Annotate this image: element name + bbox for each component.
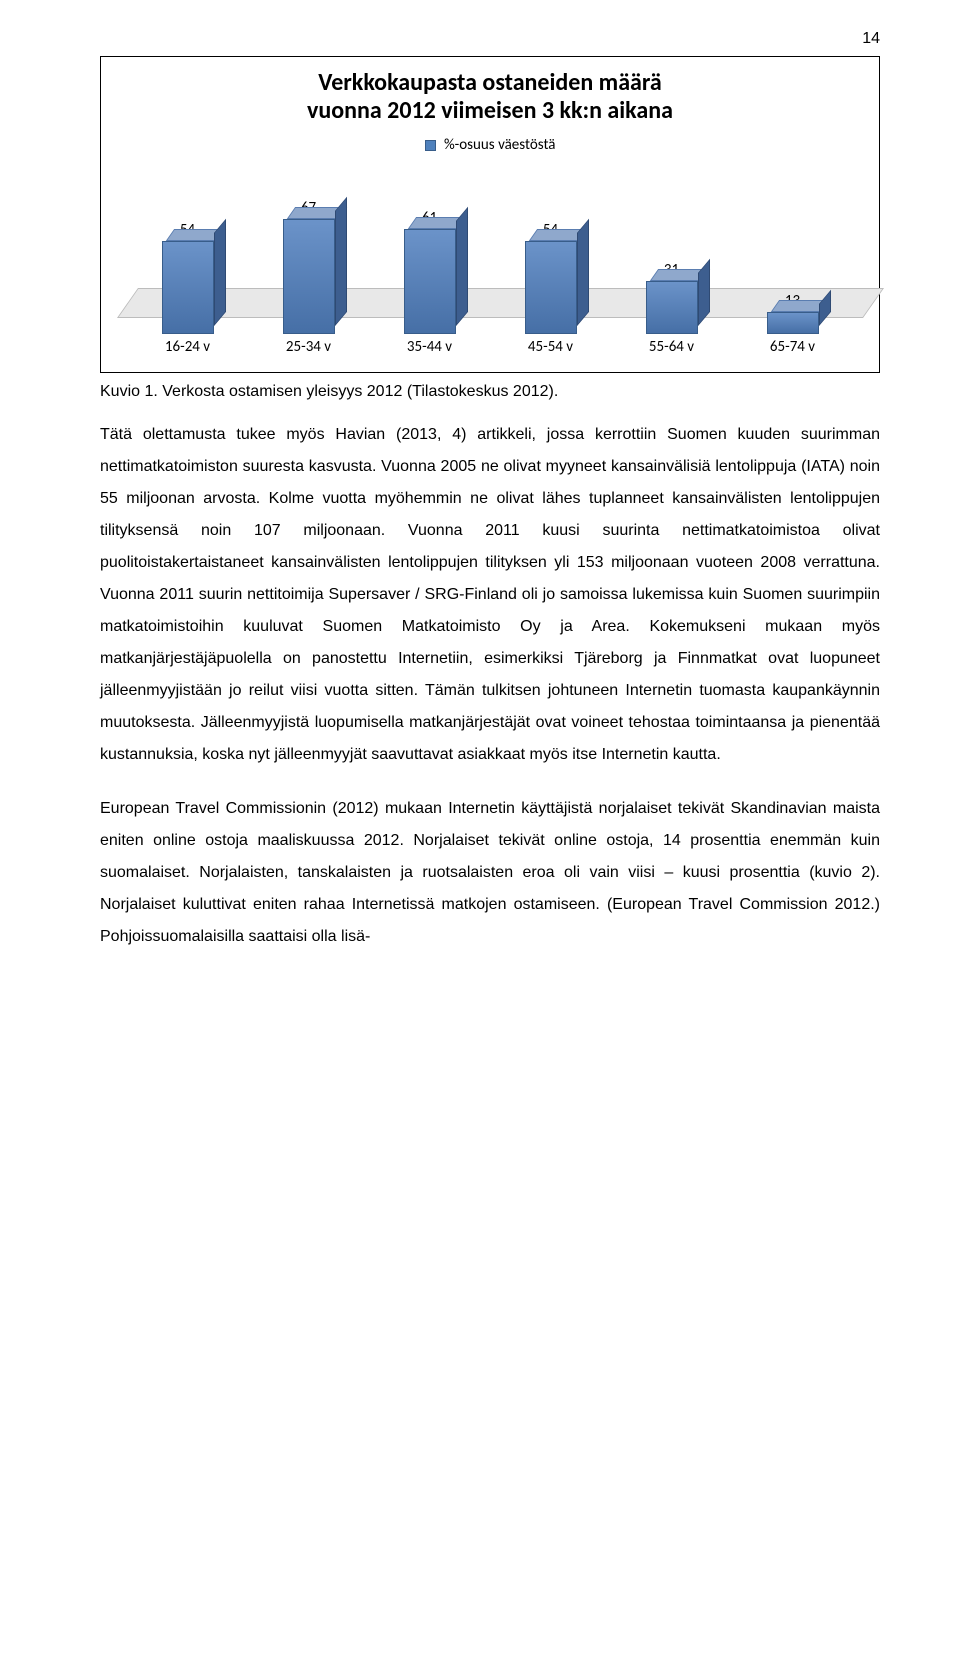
bar-front-icon xyxy=(283,219,335,334)
chart-legend: %-osuus väestöstä xyxy=(117,136,863,154)
page-number: 14 xyxy=(100,30,880,48)
bar-slot-4: 31 xyxy=(621,261,723,334)
bar-1 xyxy=(283,219,335,334)
chart-plot-area: 54 67 61 54 xyxy=(117,164,863,334)
paragraph-2: European Travel Commissionin (2012) muka… xyxy=(100,793,880,953)
bar-side-icon xyxy=(335,197,347,326)
chart-title-line2: vuonna 2012 viimeisen 3 kk:n aikana xyxy=(307,96,673,125)
chart-title: Verkkokaupasta ostaneiden määrä vuonna 2… xyxy=(117,69,863,124)
bar-slot-3: 54 xyxy=(500,221,602,334)
x-tick-5: 65-74 v xyxy=(742,338,844,356)
paragraph-1: Tätä olettamusta tukee myös Havian (2013… xyxy=(100,419,880,771)
bar-3 xyxy=(525,241,577,334)
bar-slot-1: 67 xyxy=(258,199,360,334)
chart-title-line1: Verkkokaupasta ostaneiden määrä xyxy=(318,68,662,97)
legend-label: %-osuus väestöstä xyxy=(444,136,556,154)
x-tick-4: 55-64 v xyxy=(621,338,723,356)
x-tick-1: 25-34 v xyxy=(258,338,360,356)
x-tick-0: 16-24 v xyxy=(137,338,239,356)
chart-container: Verkkokaupasta ostaneiden määrä vuonna 2… xyxy=(100,56,880,373)
bar-slot-2: 61 xyxy=(379,209,481,334)
bar-front-icon xyxy=(404,229,456,334)
bar-4 xyxy=(646,281,698,334)
bar-5 xyxy=(767,312,819,334)
bar-front-icon xyxy=(525,241,577,334)
chart-x-axis: 16-24 v 25-34 v 35-44 v 45-54 v 55-64 v … xyxy=(117,338,863,356)
legend-swatch xyxy=(425,140,436,151)
bar-side-icon xyxy=(577,219,589,326)
bar-front-icon xyxy=(162,241,214,334)
bar-0 xyxy=(162,241,214,334)
figure-caption: Kuvio 1. Verkosta ostamisen yleisyys 201… xyxy=(100,383,880,401)
bar-slot-0: 54 xyxy=(137,221,239,334)
x-tick-3: 45-54 v xyxy=(500,338,602,356)
bar-side-icon xyxy=(214,219,226,326)
x-tick-2: 35-44 v xyxy=(379,338,481,356)
bar-slot-5: 13 xyxy=(742,292,844,334)
bar-side-icon xyxy=(456,207,468,326)
bar-front-icon xyxy=(646,281,698,334)
bar-2 xyxy=(404,229,456,334)
bar-front-icon xyxy=(767,312,819,334)
bar-side-icon xyxy=(819,290,831,326)
